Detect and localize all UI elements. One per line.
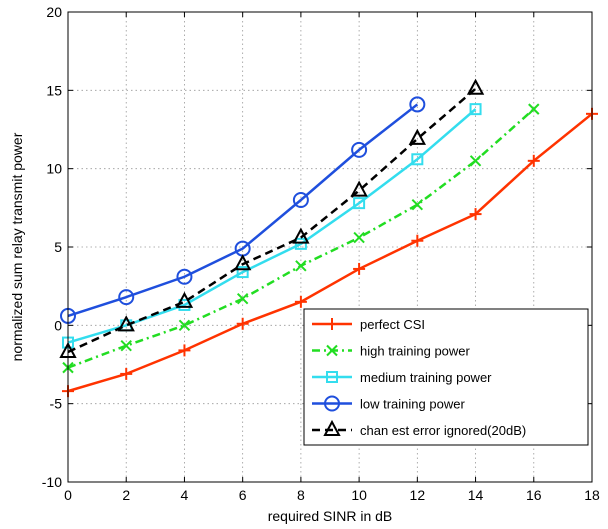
legend: perfect CSI high training power medium tra… <box>303 308 589 446</box>
data-point <box>178 319 191 332</box>
data-point <box>175 291 194 308</box>
data-point <box>527 154 540 167</box>
x-marker-b <box>295 260 307 272</box>
legend-swatch-marker <box>326 318 338 330</box>
data-point <box>528 103 540 115</box>
x-marker-b <box>469 155 482 167</box>
data-point <box>120 367 133 380</box>
data-point <box>120 339 132 352</box>
data-point <box>294 295 307 308</box>
x-marker-b <box>353 231 365 244</box>
series-layer <box>59 78 598 398</box>
data-point <box>176 268 193 285</box>
y-tick-label: 5 <box>54 239 62 255</box>
series-line <box>67 112 593 393</box>
legend-label: high training power <box>360 344 471 359</box>
y-tick-label: 0 <box>54 317 62 333</box>
x-marker-b <box>326 344 338 357</box>
y-tick-label: 20 <box>46 4 62 20</box>
x-tick-label: 10 <box>351 487 367 503</box>
legend-label: low training power <box>360 397 465 412</box>
x-marker-b <box>411 198 424 211</box>
data-point <box>236 317 249 330</box>
data-point <box>408 128 427 145</box>
legend-label: medium training power <box>360 370 492 385</box>
axis-ticks: 0 2 4 6 8 10 12 14 16 18 -10 -5 0 5 10 15 20 <box>42 4 600 503</box>
data-point <box>351 141 368 158</box>
data-point <box>409 96 426 113</box>
data-point <box>469 208 482 221</box>
data-point <box>353 231 365 244</box>
data-point <box>469 103 482 116</box>
data-point <box>236 292 249 305</box>
x-tick-label: 16 <box>526 487 542 503</box>
data-point <box>292 192 309 208</box>
x-tick-label: 8 <box>297 487 305 503</box>
x-tick-label: 12 <box>410 487 426 503</box>
legend-swatch-marker <box>323 419 341 436</box>
data-point <box>294 237 307 250</box>
data-point <box>411 234 424 247</box>
y-tick-label: -10 <box>42 474 62 490</box>
series-line <box>67 103 419 318</box>
data-point <box>411 198 424 211</box>
x-marker-b <box>120 339 132 352</box>
x-tick-label: 14 <box>468 487 484 503</box>
data-point <box>411 153 424 166</box>
y-axis-label: normalized sum relay transmit power <box>9 132 25 361</box>
data-point <box>292 227 310 244</box>
x-axis-label: required SINR in dB <box>268 508 393 524</box>
y-tick-label: -5 <box>50 396 63 412</box>
x-marker-b <box>236 292 249 305</box>
x-tick-label: 18 <box>584 487 600 503</box>
x-marker-b <box>528 103 540 115</box>
data-point <box>353 262 366 275</box>
x-marker-b <box>178 319 191 332</box>
legend-swatch-marker <box>326 344 338 357</box>
data-point <box>178 344 191 357</box>
legend-label: chan est error ignored(20dB) <box>360 423 526 438</box>
y-tick-label: 10 <box>46 161 62 177</box>
legend-entry: high training power <box>312 344 471 359</box>
data-point <box>466 78 485 95</box>
data-point <box>469 155 482 167</box>
legend-label: perfect CSI <box>360 317 425 332</box>
series-4 <box>59 78 485 358</box>
series-line <box>67 108 477 344</box>
legend-entry: perfect CSI <box>312 317 425 332</box>
data-point <box>117 315 135 332</box>
series-line <box>67 87 477 354</box>
series-2 <box>62 103 482 349</box>
x-tick-label: 0 <box>64 487 72 503</box>
x-tick-label: 2 <box>122 487 130 503</box>
data-point <box>233 254 252 271</box>
data-point <box>118 289 135 306</box>
data-point <box>236 266 249 279</box>
data-point <box>350 180 368 197</box>
x-tick-label: 6 <box>239 487 247 503</box>
data-point <box>353 197 366 210</box>
legend-swatch-marker <box>326 371 338 383</box>
data-point <box>295 260 307 272</box>
legend-swatch-marker <box>324 395 340 412</box>
legend-entry: chan est error ignored(20dB) <box>312 419 526 438</box>
x-tick-label: 4 <box>181 487 189 503</box>
series-1 <box>62 103 540 374</box>
y-tick-label: 15 <box>46 82 62 98</box>
legend-entry: medium training power <box>312 370 492 385</box>
legend-entry: low training power <box>312 395 465 412</box>
